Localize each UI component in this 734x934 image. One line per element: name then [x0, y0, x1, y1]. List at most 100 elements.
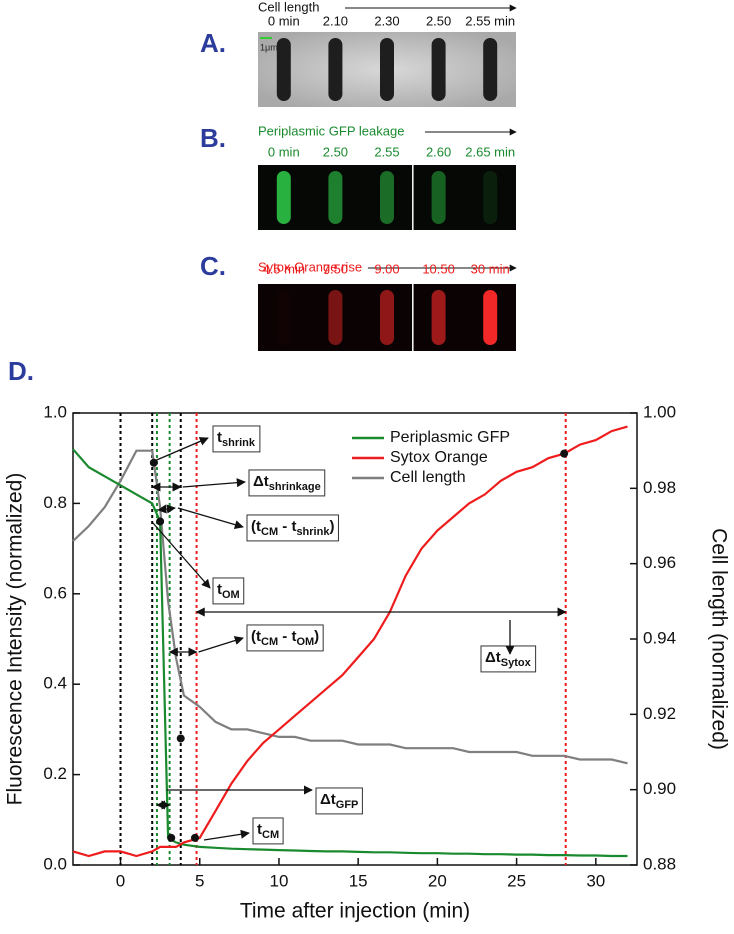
annotation-part: shrink	[222, 437, 256, 449]
event-point	[167, 833, 176, 842]
cell-image	[431, 290, 446, 345]
annotation-box	[246, 624, 324, 652]
annotation-box	[315, 787, 363, 815]
y2-tick-label: 0.90	[643, 779, 676, 798]
annotation-part: Δt	[320, 791, 336, 808]
time-label: 30 min	[471, 261, 510, 276]
annotation-box	[248, 469, 326, 497]
annotation: ΔtSytox	[485, 649, 532, 669]
annotation-part: t	[217, 581, 222, 598]
annotation-part: (t	[251, 518, 261, 535]
time-label: 2.10	[323, 13, 348, 28]
annotation: tshrink	[217, 429, 256, 449]
y2-tick-label: 0.92	[643, 704, 676, 723]
time-label: 2.60	[426, 144, 451, 159]
cell-image	[483, 171, 498, 224]
annotation-part: - t	[278, 628, 296, 645]
scale-label: 1μm	[260, 42, 278, 52]
annotation-part: shrinkage	[269, 481, 321, 493]
annotation-part: OM	[222, 589, 240, 601]
series-line	[72, 425, 628, 858]
cell-image	[380, 171, 394, 224]
time-label: 2.55 min	[465, 13, 515, 28]
cell-image	[483, 290, 498, 345]
annotation-part: t	[257, 821, 262, 838]
annotation-part: Δt	[253, 473, 269, 490]
event-point	[560, 449, 569, 458]
time-label: 2.50	[323, 144, 348, 159]
event-point	[156, 517, 165, 526]
panel-label: C.	[200, 251, 226, 281]
time-label: 0 min	[268, 144, 300, 159]
y2-tick-label: 1.00	[643, 402, 676, 421]
annotation: Δtshrinkage	[253, 473, 321, 493]
annotation-arrow	[203, 829, 250, 841]
annotation-part: OM	[296, 636, 314, 648]
x-tick-label: 20	[428, 871, 447, 890]
panel-title: Sytox Orange rise	[258, 259, 362, 274]
y-tick-label: 0.0	[43, 854, 67, 873]
cell-image	[431, 171, 446, 224]
cell-image	[276, 38, 291, 101]
cell-image	[328, 38, 343, 101]
panel-label: D.	[8, 356, 34, 386]
annotation-box	[246, 514, 339, 542]
annotation-arrow	[182, 478, 246, 488]
annotation: (tCM - tOM)	[251, 628, 319, 648]
annotation-part: Δt	[485, 649, 501, 666]
annotation-arrow	[157, 504, 176, 514]
y-tick-label: 0.6	[43, 583, 67, 602]
annotation-part: CM	[261, 636, 278, 648]
x-axis-title: Time after injection (min)	[240, 900, 470, 923]
panel-label: B.	[200, 123, 226, 153]
x-tick-label: 25	[507, 871, 526, 890]
legend-label: Periplasmic GFP	[390, 429, 510, 446]
annotation-arrow	[152, 522, 211, 589]
annotation-part: )	[329, 518, 334, 535]
time-label: 2.50	[426, 13, 451, 28]
y-tick-label: 0.8	[43, 493, 67, 512]
annotation-part: (t	[251, 628, 261, 645]
annotation-box	[212, 577, 245, 605]
time-label: 4.5 min	[262, 261, 305, 276]
annotation-part: shrink	[296, 526, 330, 538]
annotation-part: GFP	[336, 799, 359, 811]
annotation-box	[252, 817, 284, 845]
y-tick-label: 0.4	[43, 674, 67, 693]
cell-image	[483, 38, 498, 101]
legend-label: Sytox Orange	[390, 449, 488, 466]
annotation: tOM	[217, 581, 240, 601]
cell-image	[380, 38, 394, 101]
time-label: 7.50	[323, 261, 348, 276]
annotation: tCM	[257, 821, 279, 841]
cell-image	[431, 38, 446, 101]
x-tick-label: 10	[269, 871, 288, 890]
cell-image	[328, 290, 343, 345]
annotation-part: - t	[278, 518, 296, 535]
annotation-part: Sytox	[501, 657, 532, 669]
x-tick-label: 0	[116, 871, 125, 890]
time-label: 2.65 min	[465, 144, 515, 159]
annotation: (tCM - tshrink)	[251, 518, 334, 538]
time-label: 2.55	[374, 144, 399, 159]
time-label: 0 min	[268, 13, 300, 28]
cell-image	[277, 290, 291, 345]
panel-title: Cell length	[258, 0, 319, 14]
y-tick-label: 0.2	[43, 764, 67, 783]
annotation-part: CM	[261, 526, 278, 538]
y-tick-label: 1.0	[43, 402, 67, 421]
time-label: 9.00	[374, 261, 399, 276]
annotation: ΔtGFP	[320, 791, 358, 811]
time-label: 2.30	[374, 13, 399, 28]
time-label: 10.50	[422, 261, 455, 276]
y2-tick-label: 0.96	[643, 553, 676, 572]
cell-image	[380, 290, 394, 345]
annotation-part: CM	[262, 829, 279, 841]
panel-label: A.	[200, 28, 226, 58]
x-tick-label: 30	[586, 871, 605, 890]
x-tick-label: 15	[349, 871, 368, 890]
y-axis-title: Fluorescence Intensity (normalized)	[4, 473, 27, 806]
annotation-part: )	[314, 628, 319, 645]
event-point	[190, 833, 199, 842]
